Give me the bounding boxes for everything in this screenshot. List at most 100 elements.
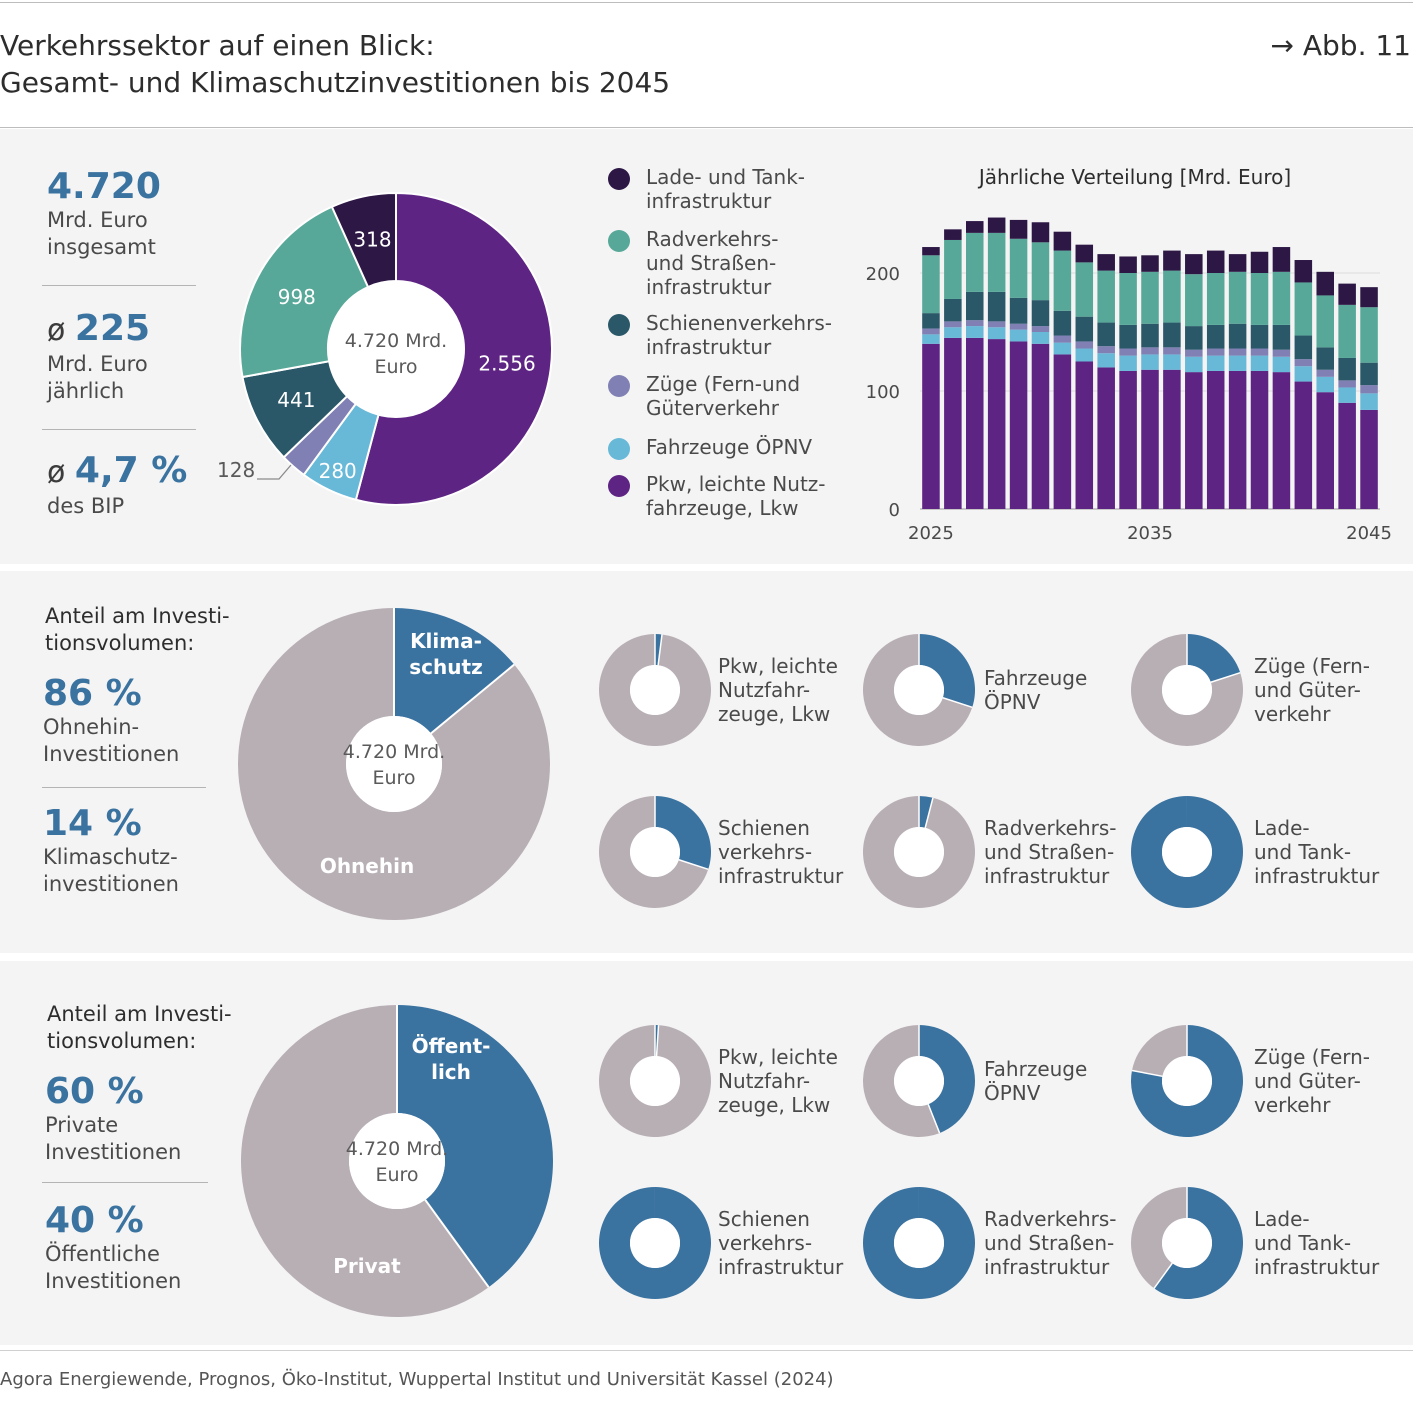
bar-segment: [1031, 326, 1050, 332]
small-donut-grey: [599, 634, 711, 746]
small-donut-label: Schienen verkehrs-infrastruktur: [718, 1207, 844, 1279]
bar-segment: [1250, 370, 1269, 509]
bar-segment: [1228, 323, 1247, 349]
small-donut-blue: [655, 796, 711, 870]
stat-divider: [42, 429, 196, 430]
bar-segment: [1075, 262, 1094, 317]
donut-slice-label: lich: [431, 1060, 471, 1084]
y-tick-label: 0: [889, 500, 900, 521]
bar-segment: [1075, 361, 1094, 509]
bar-segment: [966, 232, 984, 292]
bar-segment: [1206, 348, 1225, 356]
donut-center-line2: Euro: [374, 356, 417, 378]
small-donut-hole: [630, 827, 680, 877]
donut-slice-label: Privat: [333, 1254, 401, 1278]
bar-segment: [1163, 347, 1181, 355]
stat-public-value: 40 %: [45, 1200, 144, 1241]
bar-segment: [1097, 254, 1115, 271]
stat-gdp-prefix: ø: [47, 455, 75, 490]
bar-segment: [1163, 369, 1181, 509]
bar-segment: [944, 298, 962, 322]
small-donut-blue: [1187, 634, 1241, 683]
small-donut-label: Schienen verkehrs-infrastruktur: [718, 816, 844, 888]
bar-segment: [1053, 354, 1072, 509]
bottom-rule: [0, 1350, 1413, 1351]
public-header-line2: tionsvolumen:: [47, 1029, 197, 1053]
bar-segment: [1228, 370, 1247, 509]
bar-segment: [1360, 287, 1378, 308]
small-donut-label: Fahrzeuge ÖPNV: [984, 1057, 1088, 1105]
bar-segment: [1163, 250, 1181, 271]
donut-hole: [349, 1113, 445, 1209]
donut-slice-label: Klima-: [410, 629, 482, 653]
stat-klimaschutz-line2: investitionen: [43, 872, 179, 896]
bar-segment: [966, 326, 984, 338]
bar-segment: [1075, 341, 1094, 349]
bar-segment: [1097, 346, 1115, 354]
bar-segment: [1338, 387, 1356, 403]
bar-segment: [1097, 322, 1115, 347]
bar-segment: [1206, 355, 1225, 371]
donut-center-line1: 4.720 Mrd.: [343, 741, 445, 763]
bar-segment: [1141, 354, 1159, 370]
bar-segment: [1141, 347, 1159, 355]
bar-segment: [922, 313, 940, 329]
bar-segment: [1250, 355, 1269, 371]
small-donut: [863, 634, 975, 746]
stat-annual-prefix: ø: [47, 313, 75, 348]
small-donut: [1131, 634, 1243, 746]
donut-center-line2: Euro: [372, 767, 415, 789]
donut-slice-label-lade: 318: [353, 227, 391, 251]
bar-segment: [1009, 219, 1028, 239]
bar-segment: [1185, 326, 1203, 350]
bar-segment: [944, 337, 962, 509]
source-note: Agora Energiewende, Prognos, Öko-Institu…: [0, 1369, 834, 1390]
donut-hole: [328, 281, 464, 417]
bar-segment: [1119, 256, 1137, 273]
bar-segment: [966, 291, 984, 321]
bar-segment: [1119, 348, 1137, 356]
donut-center-line1: 4.720 Mrd.: [346, 1138, 448, 1160]
small-donut-hole: [1162, 665, 1212, 715]
bar-segment: [1294, 335, 1313, 360]
small-donut-label: Radverkehrs-und Straßen-infrastruktur: [984, 1207, 1117, 1279]
bar-segment: [966, 337, 984, 509]
bar-segment: [1119, 370, 1137, 509]
slice-separator: [430, 663, 515, 735]
stat-klimaschutz: 14 % Klimaschutz- investitionen: [43, 804, 179, 898]
bar-segment: [1338, 380, 1356, 388]
climate-header-line2: tionsvolumen:: [45, 631, 195, 655]
bar-segment: [1360, 393, 1378, 410]
bar-segment: [1141, 323, 1159, 348]
bar-segment: [1228, 254, 1247, 272]
bar-segment: [922, 343, 940, 509]
stat-gdp: ø 4,7 % des BIP: [47, 451, 187, 520]
top-rule: [0, 2, 1413, 3]
bar-segment: [1141, 271, 1159, 324]
bar-segment: [1053, 310, 1072, 336]
stat-klimaschutz-value: 14 %: [43, 803, 142, 844]
small-donut: [863, 796, 975, 908]
bar-segment: [987, 217, 1006, 233]
stat-private: 60 % Private Investitionen: [45, 1072, 181, 1166]
bar-segment: [1228, 348, 1247, 356]
bar-segment: [1163, 354, 1181, 370]
stat-annual-line1: Mrd. Euro: [47, 352, 148, 376]
small-donut: [1131, 796, 1243, 908]
climate-share-panel: Anteil am Investi- tionsvolumen: 86 % Oh…: [0, 571, 1413, 953]
bar-segment: [944, 321, 962, 328]
title-line-1: Verkehrssektor auf einen Blick:: [0, 29, 435, 62]
annual-distribution-bar-chart: Jährliche Verteilung [Mrd. Euro] 0 100 200 2…: [866, 165, 1392, 544]
stat-ohnehin: 86 % Ohnehin- Investitionen: [43, 674, 179, 768]
x-tick-label: 2035: [1127, 523, 1173, 544]
legend-swatch: [608, 168, 630, 190]
bar-segment: [1228, 271, 1247, 324]
small-donut-blue: [1154, 1187, 1243, 1299]
bar-segment: [1316, 347, 1334, 370]
bar-segment: [1053, 335, 1072, 343]
bar-segment: [1075, 348, 1094, 362]
bar-segment: [1185, 274, 1203, 327]
small-donut-grey: [863, 634, 973, 746]
legend-item: Schienenverkehrs-infrastruktur: [608, 311, 832, 359]
climate-header-line1: Anteil am Investi-: [45, 604, 230, 628]
